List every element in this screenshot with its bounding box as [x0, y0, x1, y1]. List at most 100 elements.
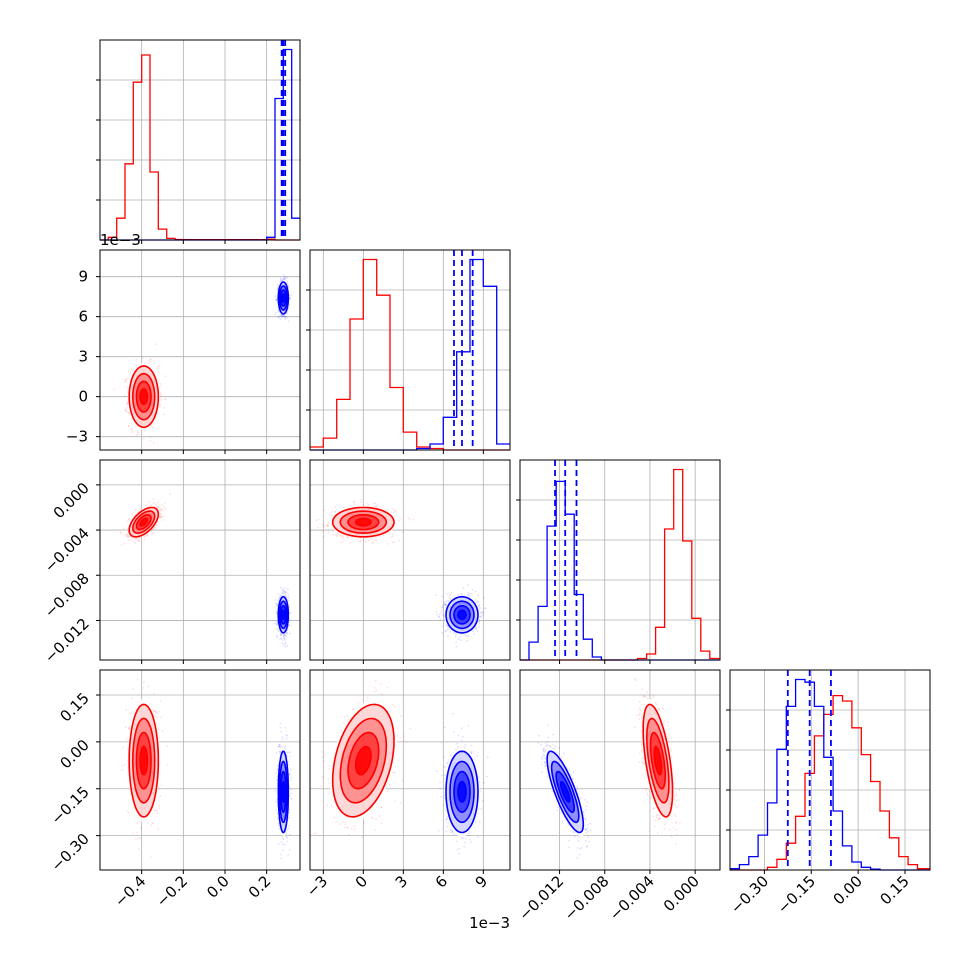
density-level [140, 389, 148, 405]
scatter-point [336, 535, 338, 537]
scatter-point [371, 542, 374, 544]
scatter-point [127, 377, 129, 380]
contour-line [281, 609, 286, 621]
scatter-point [160, 515, 163, 518]
scatter-point [275, 612, 278, 615]
scatter-point [435, 611, 438, 613]
scatter-point [279, 280, 282, 283]
scatter-point [443, 604, 446, 606]
scatter-point [278, 597, 280, 600]
scatter-point [412, 518, 415, 521]
scatter-point [283, 277, 285, 280]
scatter-point [374, 502, 377, 505]
contour-line [280, 605, 287, 625]
scatter-point [281, 589, 284, 592]
scatter-point [376, 505, 379, 508]
scatter-point [288, 618, 291, 621]
scatter-point [152, 441, 155, 444]
scatter-point [367, 503, 370, 506]
scatter-point [279, 595, 281, 598]
panel-frame [99, 459, 301, 661]
scatter-point [163, 502, 166, 505]
scatter-point [287, 593, 289, 596]
scatter-point [376, 539, 378, 542]
scatter-point [283, 634, 286, 637]
scatter-point [332, 533, 335, 536]
panel-2-0-marks [119, 493, 291, 648]
scatter-point [349, 541, 351, 544]
scatter-point [282, 634, 285, 637]
scatter-point [276, 636, 279, 638]
scatter-point [160, 398, 163, 401]
scatter-point [283, 589, 286, 592]
scatter-point [307, 532, 309, 534]
scatter-point [279, 318, 282, 321]
scatter-point [335, 510, 337, 513]
scatter-point [142, 437, 145, 440]
scatter-point [287, 588, 289, 591]
scatter-point [146, 533, 149, 536]
scatter-point [437, 615, 440, 618]
scatter-point [281, 588, 284, 591]
scatter-point [123, 542, 126, 545]
scatter-point [159, 515, 162, 518]
scatter-point [145, 535, 148, 537]
scatter-point [156, 505, 159, 507]
contour-line [339, 510, 388, 535]
scatter-point [120, 544, 123, 546]
scatter-point [160, 513, 162, 516]
scatter-point [155, 524, 158, 527]
scatter-point [328, 531, 330, 534]
density-level [355, 518, 371, 526]
scatter-point [143, 535, 146, 537]
scatter-point [290, 293, 293, 296]
scatter-point [158, 516, 161, 519]
scatter-point [288, 295, 291, 297]
scatter-point [282, 636, 285, 638]
scatter-point [479, 615, 482, 618]
scatter-point [280, 278, 282, 280]
scatter-point [159, 393, 162, 396]
scatter-point [152, 426, 155, 429]
scatter-point [128, 518, 130, 521]
scatter-point [360, 498, 363, 501]
scatter-point [157, 371, 160, 374]
scatter-point [284, 590, 287, 593]
scatter-point [342, 537, 344, 540]
scatter-point [446, 592, 449, 595]
scatter-point [136, 431, 139, 434]
scatter-point [391, 532, 394, 535]
scatter-point [284, 634, 286, 637]
scatter-point [436, 613, 438, 616]
scatter-point [154, 503, 157, 505]
contour-lines-0 [331, 506, 395, 538]
scatter-point [274, 598, 277, 601]
scatter-point [143, 535, 146, 538]
scatter-point [154, 527, 156, 529]
scatter-point [478, 604, 480, 607]
scatter-point [152, 502, 155, 504]
scatter-point [373, 539, 376, 542]
scatter-point [398, 539, 400, 542]
scatter-point [441, 595, 443, 598]
scatter-point [276, 623, 278, 626]
scatter-point [447, 635, 449, 637]
scatter-point [124, 378, 126, 381]
panel-frame [99, 249, 301, 451]
scatter-point [122, 527, 125, 530]
scatter-point [457, 638, 460, 641]
scatter-point [164, 375, 167, 378]
scatter-point [135, 364, 138, 367]
scatter-point [159, 509, 162, 512]
scatter-point [159, 512, 162, 515]
scatter-point [327, 524, 329, 527]
scatter-point [379, 505, 382, 508]
scatter-point [288, 624, 291, 626]
density-fill-0 [127, 506, 160, 539]
scatter-point [149, 358, 152, 360]
scatter-point [359, 540, 362, 542]
scatter-point [467, 592, 469, 594]
panel-2-0 [96, 459, 301, 664]
scatter-point [328, 513, 331, 515]
